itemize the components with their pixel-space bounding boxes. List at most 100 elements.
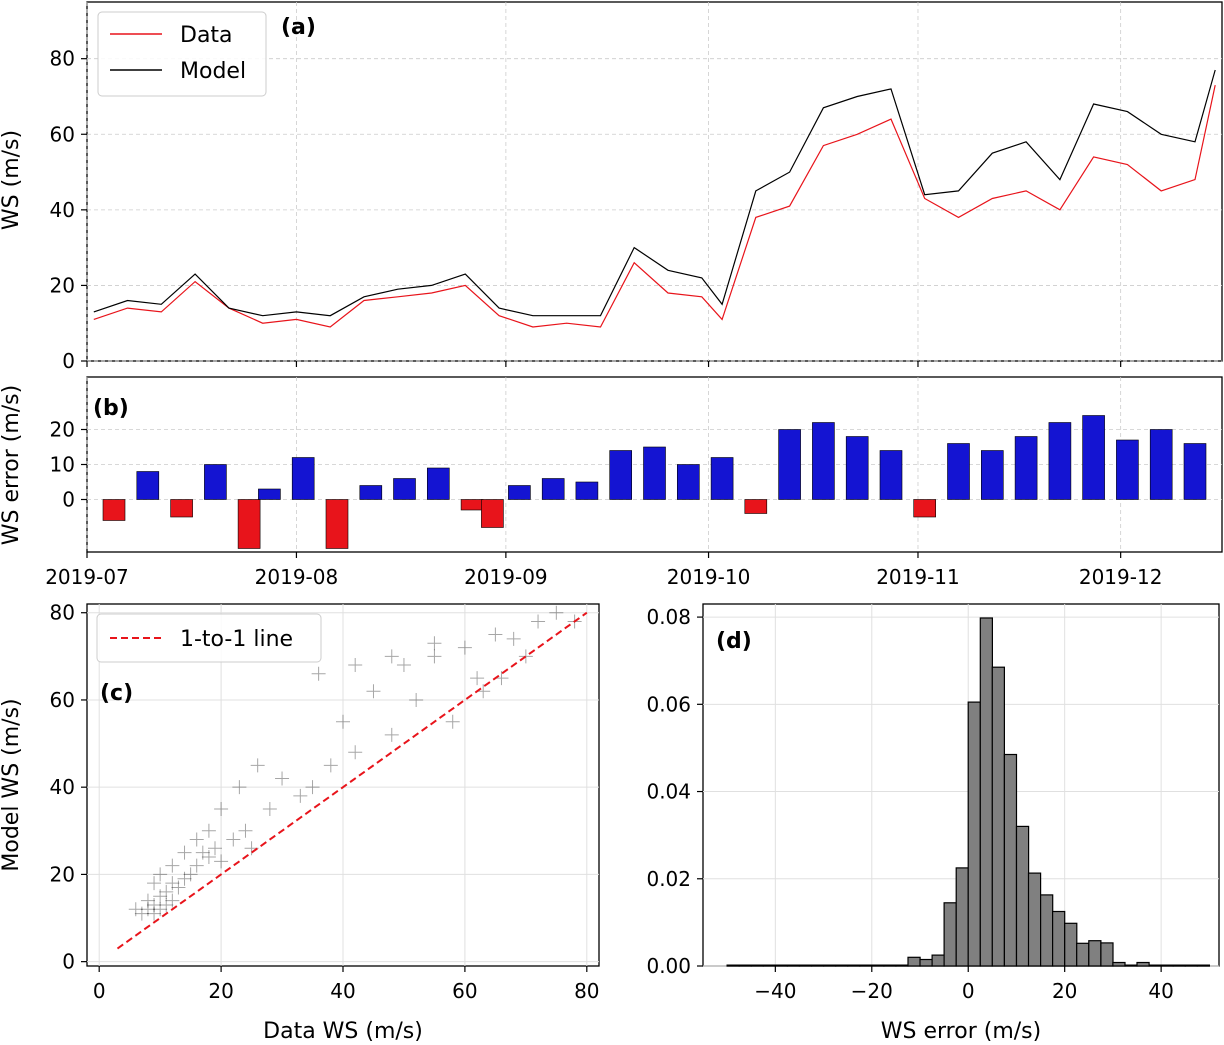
error-bar [325,499,349,549]
scatter-point [165,876,180,891]
error-bar [258,488,281,500]
legend-1to1-label: 1-to-1 line [180,627,293,652]
c-ytick-label: 60 [50,688,75,712]
panel-a-ylabel: WS (m/s) [0,130,24,230]
d-ytick-label: 0.04 [646,780,691,804]
error-bar [102,499,126,521]
histogram-bar [967,701,981,967]
a-ytick-label: 0 [62,349,75,373]
histogram-bar [762,964,776,967]
scatter-point [232,780,247,795]
error-bar [812,422,835,500]
histogram-bar [726,964,740,967]
b-xtick-label: 2019-12 [1079,565,1163,589]
error-bar [710,457,734,500]
error-bar [359,485,383,500]
histogram-bar [738,964,752,967]
panel-c-legend: 1-to-1 line [96,613,322,663]
error-bar [1048,422,1072,500]
scatter-point [262,801,277,816]
scatter-point [201,823,216,838]
panel-c-ylabel: Model WS (m/s) [0,698,24,871]
error-bar [460,499,484,511]
b-ytick-label: 10 [50,453,75,477]
histogram-bar [1172,964,1186,967]
scatter-point [488,627,503,642]
b-ytick-label: 20 [50,418,75,442]
panel-d-label: (d) [716,629,752,654]
error-bar [1183,443,1207,500]
scatter-point [470,671,485,686]
legend-data-label: Data [180,23,233,48]
a-ytick-label: 80 [50,47,75,71]
scatter-point [183,867,198,882]
error-bar [744,499,768,514]
legend-box [96,613,322,663]
scatter-point [457,640,472,655]
scatter-point [201,849,216,864]
error-bar [481,499,504,528]
panel-b-ylabel: WS error (m/s) [0,385,24,545]
panel-b-error-bars: 0 10 20 2019-07 2019-08 2019-09 2019-10 2019-11… [0,376,1223,589]
d-xtick-label: −20 [851,979,893,1003]
scatter-point [214,854,229,869]
histogram-bar [1124,964,1138,967]
scatter-point [165,858,180,873]
error-bar [393,478,416,500]
d-xtick-label: 40 [1148,979,1173,1003]
scatter-point [159,884,174,899]
histogram-bar [1015,825,1030,967]
error-bar [291,457,315,500]
legend-box [97,11,267,97]
scatter-point [293,788,308,803]
scatter-point [518,649,533,664]
c-xtick-label: 40 [330,979,355,1003]
histogram-bar [871,964,885,967]
error-bar [426,467,450,500]
error-bar [676,464,700,500]
histogram-bar [1148,964,1162,967]
panel-a-time-series: 0 20 40 60 80 WS (m/s) (a) Data Model [0,1,1223,373]
error-bar [508,485,531,500]
histogram-bar [847,964,861,967]
scatter-point [147,906,162,921]
scatter-point [226,832,241,847]
error-bar [1082,415,1105,500]
scatter-point [238,823,253,838]
error-bar [136,471,160,500]
histogram-bar [1027,872,1042,967]
scatter-point [366,684,381,699]
error-bar [609,450,633,500]
histogram-bar [750,964,764,967]
panel-d-xlabel: WS error (m/s) [881,1019,1041,1044]
scatter-point [323,758,338,773]
scatter-point [250,758,265,773]
scatter-point [531,614,546,629]
panel-a-label: (a) [281,15,316,40]
histogram-bar [798,964,813,967]
histogram-bar [1184,964,1198,967]
error-bar [204,464,227,500]
error-bar [778,429,801,500]
panel-b-label: (b) [93,396,129,421]
scatter-point [140,902,155,917]
scatter-point [348,658,363,673]
histogram-bar [834,964,849,967]
b-xtick-label: 2019-10 [667,565,751,589]
scatter-point [147,897,162,912]
d-ytick-label: 0.00 [646,954,691,978]
b-ytick-label: 0 [62,488,75,512]
error-bar [879,450,903,500]
error-bar [947,443,970,500]
c-xtick-label: 80 [574,979,599,1003]
histogram-bar [1076,942,1090,967]
scatter-point [128,902,143,917]
histogram-bar [943,902,957,967]
c-ytick-label: 0 [62,950,75,974]
d-xtick-label: 20 [1052,979,1077,1003]
scatter-point [134,906,149,921]
error-bar [1116,439,1139,500]
scatter-point [189,832,204,847]
error-bar [980,450,1004,500]
